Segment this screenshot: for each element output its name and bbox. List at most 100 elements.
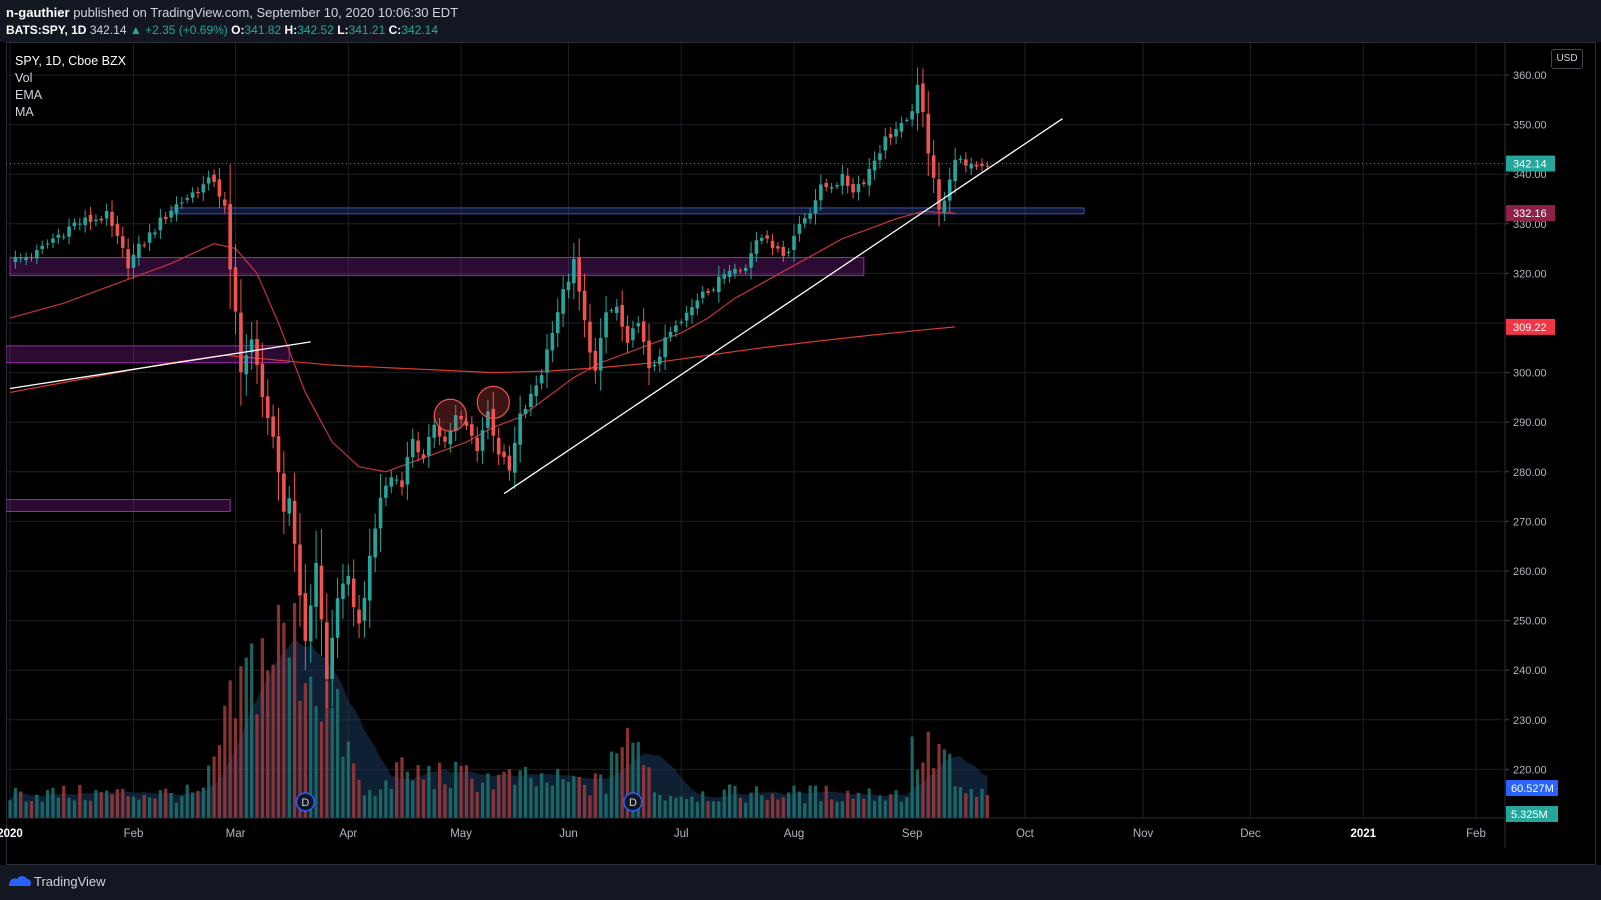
candle-body (131, 254, 136, 268)
volume-bar (604, 793, 608, 818)
candle-body (507, 455, 512, 471)
tradingview-logo-icon[interactable] (8, 874, 32, 890)
candle-body (609, 310, 614, 312)
volume-bar (486, 773, 490, 818)
zone-rect (6, 345, 290, 364)
candle-body (120, 236, 125, 248)
candle-body (523, 408, 528, 415)
candle-body (67, 226, 71, 237)
volume-bar (572, 776, 576, 818)
volume-bar (566, 782, 571, 818)
volume-ma-area (10, 639, 988, 818)
volume-bar (513, 784, 517, 818)
volume-bar (685, 798, 689, 818)
candle-body (588, 321, 592, 353)
volume-bar (975, 797, 979, 818)
candle-body (754, 240, 759, 254)
volume-bar (110, 794, 114, 818)
legend-item-ema[interactable]: EMA (15, 88, 43, 102)
candle-body (539, 375, 544, 384)
currency-button[interactable]: USD (1551, 49, 1583, 69)
low-label: L: (337, 23, 349, 37)
volume-bar (368, 789, 372, 818)
price-change: ▲ +2.35 (+0.69%) (129, 23, 228, 37)
volume-badge-vol: 5.325M (1506, 806, 1558, 822)
candle-body (813, 200, 818, 214)
candle-body (244, 355, 249, 375)
volume-bar (690, 796, 694, 818)
candle-body (212, 174, 216, 182)
dividend-marker-circle (295, 792, 316, 812)
candle-body (985, 165, 990, 167)
volume-bar (948, 753, 952, 818)
volume-bar (905, 797, 909, 818)
time-axis-label: 2021 (1350, 828, 1376, 840)
volume-bar (45, 790, 50, 818)
candle-body (255, 338, 259, 366)
footer: TradingView (0, 865, 1601, 900)
footer-brand[interactable]: TradingView (34, 874, 106, 889)
volume-badge-bg (1506, 780, 1558, 796)
volume-bar (158, 790, 162, 818)
volume-bar (67, 797, 71, 818)
candle-body (851, 184, 855, 193)
volume-bar (754, 786, 759, 818)
volume-bar (668, 795, 673, 818)
volume-bar (631, 742, 635, 818)
candle-body (937, 179, 941, 210)
open-value: 341.82 (244, 23, 282, 37)
volume-bar (40, 801, 44, 818)
grid (6, 43, 1503, 818)
candle-body (776, 246, 780, 249)
candle-body (872, 160, 877, 171)
candle-body (598, 338, 603, 371)
volume-bar (781, 797, 785, 818)
candle-body (695, 300, 700, 309)
candle-body (432, 424, 437, 438)
candle-body (292, 500, 297, 544)
volume-bar (942, 749, 946, 818)
time-axis-label: Aug (784, 828, 804, 840)
legend-item-ma[interactable]: MA (15, 105, 34, 119)
volume-bar (803, 803, 807, 818)
legend-title[interactable]: SPY, 1D, Cboe BZX (15, 54, 126, 68)
candle-body (899, 122, 904, 132)
volume-bar (51, 787, 55, 818)
volume-bar (958, 787, 963, 818)
candle-body (147, 232, 152, 243)
volume-bar (663, 800, 667, 818)
candle-body (717, 276, 721, 293)
candle-body (518, 413, 522, 445)
volume-bar (83, 800, 87, 818)
price-badge-label: 309.22 (1513, 322, 1547, 334)
price-badge-label: 332.16 (1513, 208, 1547, 220)
price-axis-label: 280.00 (1513, 467, 1547, 479)
candle-body (529, 393, 533, 408)
volume-bar (454, 761, 458, 818)
candle-body (174, 204, 179, 214)
candle-body (287, 498, 292, 514)
dividend-marker[interactable]: D (295, 792, 316, 812)
candle-body (781, 246, 786, 256)
candle-body (921, 83, 925, 113)
volume-bar (792, 785, 796, 818)
author-name[interactable]: n-gauthier (6, 5, 70, 20)
volume-bar (964, 793, 968, 818)
candle-body (99, 218, 104, 221)
candle-body (974, 164, 979, 167)
volume-bar (915, 769, 920, 818)
legend-item-vol[interactable]: Vol (15, 71, 33, 85)
candle-body (126, 249, 130, 269)
volume-bar (776, 799, 780, 818)
volume-bar (62, 785, 66, 818)
volume-bar (588, 795, 592, 818)
candle-body (169, 210, 173, 218)
dividend-marker[interactable]: D (623, 792, 643, 812)
volume-bar (19, 791, 23, 818)
indicator-legend: SPY, 1D, Cboe BZX Vol EMA MA (15, 53, 126, 121)
volume-bar (674, 797, 678, 818)
high-label: H: (284, 23, 298, 37)
candle-body (475, 437, 479, 452)
candle-body (657, 356, 662, 365)
